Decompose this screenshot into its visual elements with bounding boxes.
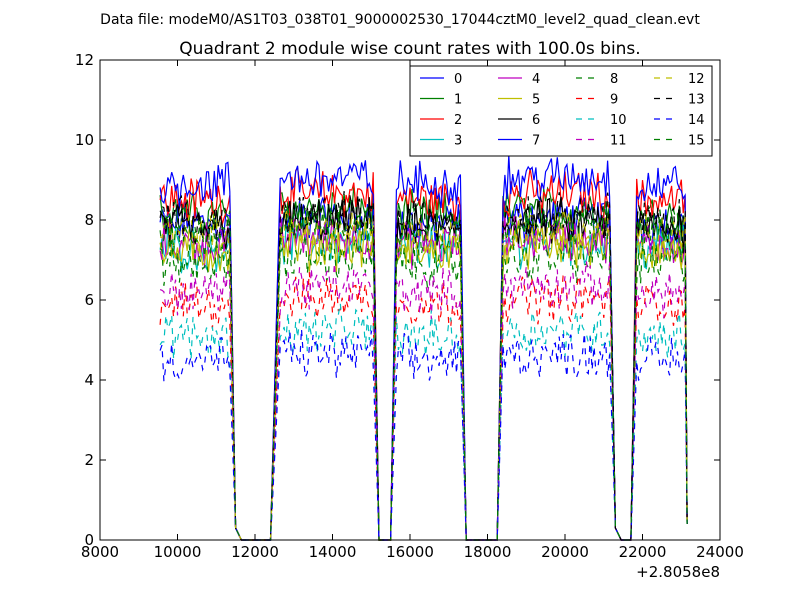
legend-label-10: 10 <box>610 113 627 128</box>
legend-label-7: 7 <box>532 134 540 149</box>
y-tick-label: 8 <box>84 211 94 229</box>
series-line-2 <box>159 166 688 541</box>
legend-label-14: 14 <box>688 113 705 128</box>
series-line-12 <box>159 208 688 541</box>
x-offset-label: +2.8058e8 <box>636 563 720 581</box>
chart-suptitle: Data file: modeM0/AS1T03_038T01_90000025… <box>100 12 700 28</box>
legend-label-6: 6 <box>532 113 540 128</box>
series-line-5 <box>159 219 688 541</box>
x-tick-label: 24000 <box>696 543 744 561</box>
y-tick-label: 6 <box>84 291 94 309</box>
x-tick-label: 16000 <box>386 543 434 561</box>
legend-label-13: 13 <box>688 93 705 108</box>
series-line-7 <box>159 154 688 541</box>
series-line-8 <box>159 233 688 541</box>
legend-label-0: 0 <box>454 72 462 87</box>
series-line-11 <box>159 259 688 541</box>
x-tick-label: 14000 <box>309 543 357 561</box>
series-line-10 <box>159 303 688 541</box>
legend-label-5: 5 <box>532 93 540 108</box>
legend-label-11: 11 <box>610 134 627 149</box>
x-tick-label: 22000 <box>619 543 667 561</box>
chart-title: Quadrant 2 module wise count rates with … <box>179 39 640 59</box>
y-tick-label: 2 <box>84 451 94 469</box>
series-line-9 <box>159 272 688 541</box>
legend-label-3: 3 <box>454 134 462 149</box>
y-tick-label: 0 <box>84 531 94 549</box>
x-tick-label: 18000 <box>464 543 512 561</box>
legend-label-4: 4 <box>532 72 540 87</box>
x-tick-label: 10000 <box>154 543 202 561</box>
x-tick-label: 20000 <box>541 543 589 561</box>
series-line-3 <box>159 217 688 541</box>
y-tick-label: 4 <box>84 371 94 389</box>
legend-label-9: 9 <box>610 93 618 108</box>
legend-label-12: 12 <box>688 72 705 87</box>
legend-box <box>409 65 713 157</box>
legend-label-2: 2 <box>454 113 462 128</box>
y-tick-label: 12 <box>75 51 94 69</box>
legend-label-8: 8 <box>610 72 618 87</box>
legend-label-1: 1 <box>454 93 462 108</box>
axes-layer: 8000 10000 12000 14000 16000 18000 20000 22000 2… <box>75 51 744 561</box>
series-line-15 <box>159 201 688 541</box>
x-tick-label: 12000 <box>231 543 279 561</box>
legend-label-15: 15 <box>688 134 705 149</box>
series-line-13 <box>159 191 688 541</box>
x-tick-label: 8000 <box>81 543 119 561</box>
series-line-14 <box>159 328 688 541</box>
series-line-4 <box>159 214 688 541</box>
y-tick-label: 10 <box>75 131 94 149</box>
series-layer <box>159 154 688 541</box>
